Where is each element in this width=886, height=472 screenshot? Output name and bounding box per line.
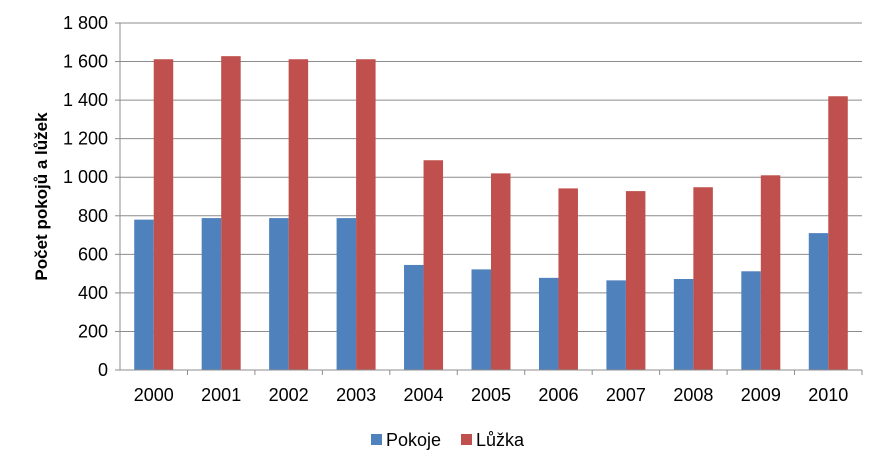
- bar-pokoje: [336, 218, 357, 370]
- y-axis-label: Počet pokojů a lůžek: [32, 112, 51, 281]
- y-tick-label: 1 200: [63, 129, 108, 149]
- legend-label: Lůžka: [476, 430, 525, 450]
- bar-pokoje: [538, 277, 559, 370]
- y-tick-label: 1 400: [63, 90, 108, 110]
- y-tick-label: 200: [78, 321, 108, 341]
- x-tick-label: 2002: [269, 385, 309, 405]
- legend-label: Pokoje: [386, 430, 441, 450]
- bar-pokoje: [673, 279, 694, 370]
- x-tick-label: 2007: [606, 385, 646, 405]
- bar-luzka: [625, 191, 646, 370]
- bar-luzka: [423, 160, 444, 370]
- x-tick-label: 2001: [201, 385, 241, 405]
- bar-pokoje: [201, 218, 222, 370]
- x-tick-label: 2005: [471, 385, 511, 405]
- bar-pokoje: [269, 218, 289, 370]
- y-tick-label: 1 600: [63, 52, 108, 72]
- bar-luzka: [221, 56, 241, 370]
- axes: [119, 23, 862, 371]
- legend: Pokoje Lůžka: [371, 430, 525, 450]
- y-tick-label: 400: [78, 283, 108, 303]
- bar-luzka: [491, 173, 511, 370]
- bar-pokoje: [471, 269, 491, 370]
- y-tick-label: 800: [78, 206, 108, 226]
- bar-luzka: [153, 59, 174, 371]
- y-tick-label: 0: [98, 360, 108, 380]
- legend-swatch: [371, 434, 382, 445]
- y-tick-labels: 0 200 400 600 800 1 000 1 200 1 400 1 600 1 800: [63, 13, 120, 380]
- bar-luzka: [828, 96, 848, 370]
- x-tick-labels: 2000 2001 2002 2003 2004 2005 2006 2007 2008 2009…: [134, 370, 863, 405]
- x-tick-label: 2008: [673, 385, 713, 405]
- x-tick-label: 2009: [741, 385, 781, 405]
- y-tick-label: 1 000: [63, 167, 108, 187]
- bar-pokoje: [741, 271, 761, 370]
- x-tick-label: 2010: [808, 385, 848, 405]
- bar-luzka: [760, 175, 781, 370]
- x-tick-label: 2003: [336, 385, 376, 405]
- bar-pokoje: [808, 233, 829, 370]
- x-tick-label: 2006: [538, 385, 578, 405]
- y-tick-label: 1 800: [63, 13, 108, 33]
- bar-luzka: [693, 187, 713, 370]
- bar-luzka: [558, 188, 578, 370]
- legend-swatch: [461, 434, 472, 445]
- bar-luzka: [356, 59, 376, 371]
- x-tick-label: 2004: [404, 385, 444, 405]
- bars: [134, 56, 848, 371]
- x-tick-label: 2000: [134, 385, 174, 405]
- y-tick-label: 600: [78, 244, 108, 264]
- bar-pokoje: [404, 264, 424, 370]
- bar-pokoje: [134, 219, 154, 370]
- bar-luzka: [288, 59, 309, 371]
- bar-pokoje: [606, 280, 626, 370]
